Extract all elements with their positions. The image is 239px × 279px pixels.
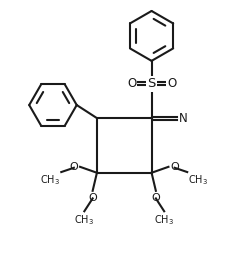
Text: O: O [127,77,136,90]
Text: CH$_3$: CH$_3$ [188,173,208,187]
Text: CH$_3$: CH$_3$ [40,173,60,187]
Text: CH$_3$: CH$_3$ [74,213,94,227]
Text: O: O [167,77,176,90]
Text: O: O [88,193,97,203]
Text: O: O [69,162,78,172]
Text: N: N [179,112,187,125]
Text: CH$_3$: CH$_3$ [154,213,174,227]
Text: O: O [171,162,179,172]
Text: S: S [147,77,156,90]
Text: O: O [152,193,160,203]
